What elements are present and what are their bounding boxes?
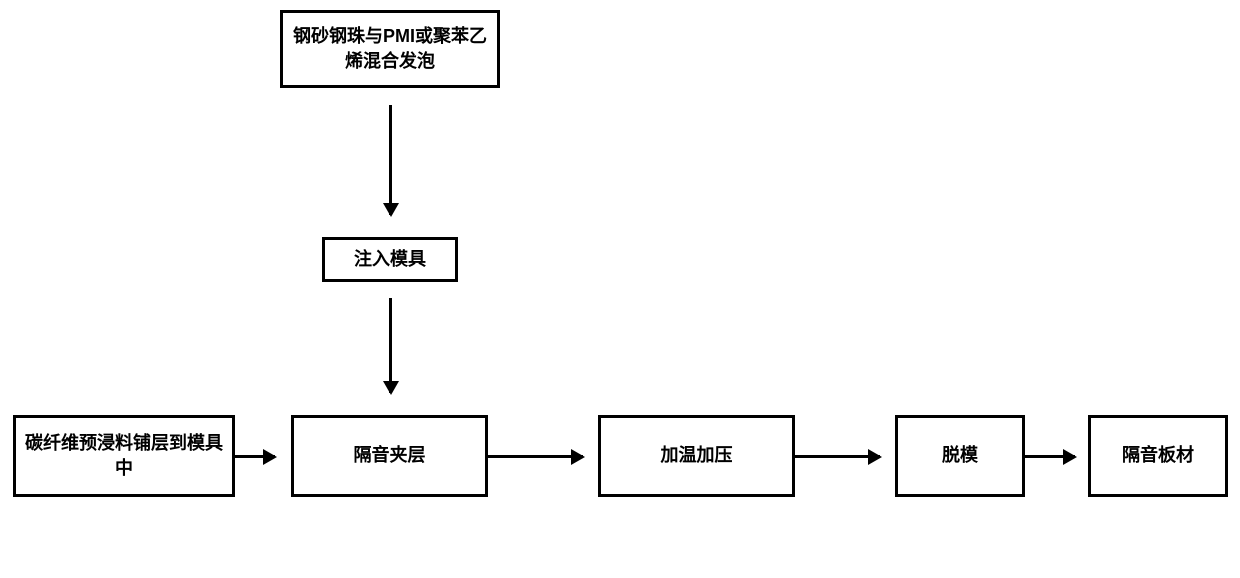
node-top1-label: 钢砂钢珠与PMI或聚苯乙烯混合发泡 — [291, 24, 489, 74]
node-demold-label: 脱模 — [942, 443, 978, 468]
node-left: 碳纤维预浸料铺层到模具中 — [13, 415, 235, 497]
node-product: 隔音板材 — [1088, 415, 1228, 497]
edge-top1-top2 — [389, 105, 392, 215]
node-heat-label: 加温加压 — [661, 443, 733, 468]
node-top2: 注入模具 — [322, 237, 458, 282]
edge-top2-center — [389, 298, 392, 393]
node-product-label: 隔音板材 — [1122, 443, 1194, 468]
node-left-label: 碳纤维预浸料铺层到模具中 — [24, 431, 224, 481]
edge-demold-product — [1025, 455, 1075, 458]
edge-center-heat — [488, 455, 583, 458]
edge-heat-demold — [795, 455, 880, 458]
node-center-label: 隔音夹层 — [354, 443, 426, 468]
node-top1: 钢砂钢珠与PMI或聚苯乙烯混合发泡 — [280, 10, 500, 88]
node-demold: 脱模 — [895, 415, 1025, 497]
edge-left-center — [235, 455, 275, 458]
node-heat: 加温加压 — [598, 415, 795, 497]
node-center: 隔音夹层 — [291, 415, 488, 497]
node-top2-label: 注入模具 — [354, 247, 426, 272]
